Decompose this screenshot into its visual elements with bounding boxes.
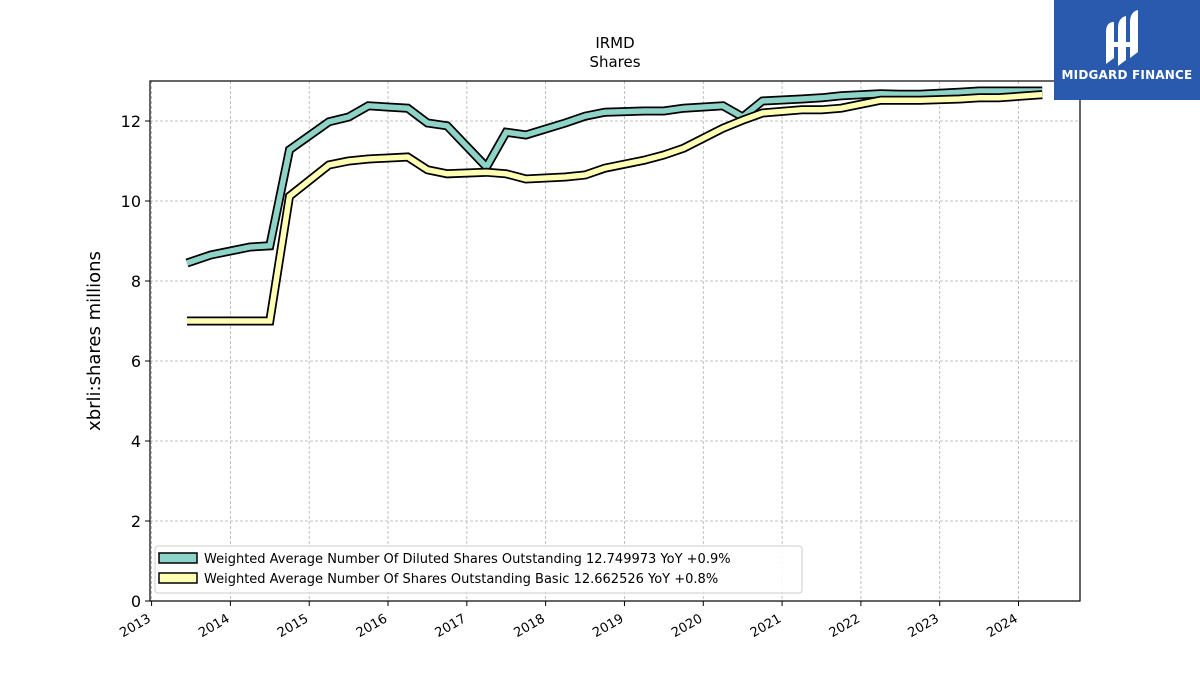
series-line [187,91,1043,324]
plot-frame [149,80,1081,602]
x-tick-label: 2015 [275,611,311,641]
x-tick-label: 2014 [196,611,232,641]
x-tick-label: 2016 [354,611,390,641]
legend-swatch [158,572,198,584]
x-tick-label: 2017 [433,611,469,641]
chart-title: IRMD [595,34,634,52]
x-tick-label: 2020 [669,611,705,641]
y-tick-label: 2 [131,512,141,531]
x-tick-label: 2013 [117,611,153,641]
y-tick-label: 4 [131,432,141,451]
series-1 [185,86,1043,268]
y-tick-label: 0 [131,592,141,611]
x-tick-label: 2023 [906,611,942,641]
legend-label: Weighted Average Number Of Diluted Share… [204,552,731,567]
x-tick-label: 2019 [590,611,626,641]
y-tick-label: 6 [131,352,141,371]
y-tick-label: 10 [121,192,141,211]
series-line [186,88,1043,266]
y-tick-label: 12 [121,112,141,131]
series-lines [185,86,1043,326]
legend-box [154,545,803,594]
x-tick-label: 2021 [748,611,784,641]
x-tick-label: 2024 [984,611,1020,641]
legend-swatch [158,552,198,564]
brand-logo-mark-icon [1106,10,1138,66]
series-2 [187,90,1043,326]
brand-logo: MIDGARD FINANCE [1054,0,1200,100]
y-tick-label: 8 [131,272,141,291]
x-tick-label: 2018 [511,611,547,641]
x-tick-label: 2022 [827,611,863,641]
y-axis-label: xbrli:shares millions [84,251,105,431]
brand-name: MIDGARD FINANCE [1061,68,1193,82]
chart-subtitle: Shares [589,53,640,71]
legend: Weighted Average Number Of Diluted Share… [154,545,803,594]
legend-label: Weighted Average Number Of Shares Outsta… [204,572,718,587]
